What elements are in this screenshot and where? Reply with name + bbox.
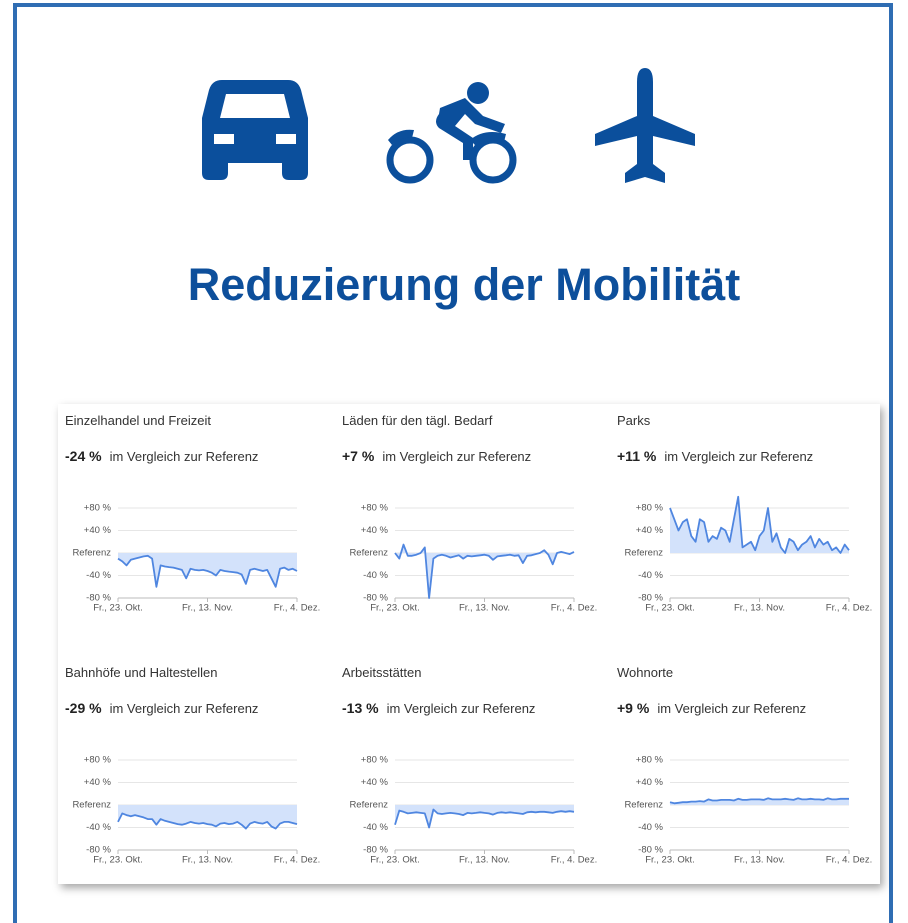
area	[395, 544, 574, 598]
line	[394, 808, 575, 829]
x-tick-label: Fr., 4. Dez.	[826, 855, 872, 866]
y-tick-label: +80 %	[361, 755, 389, 766]
y-tick-label: -40 %	[86, 822, 111, 833]
y-tick-label: -80 %	[363, 845, 388, 856]
frame	[13, 3, 893, 923]
bike-icon	[386, 82, 517, 184]
mini-chart: Parks +11 % im Vergleich zur Referenz +80 %…	[617, 413, 872, 614]
chart-title: Wohnorte	[617, 665, 673, 680]
x-tick-label: Fr., 4. Dez.	[274, 603, 320, 614]
y-tick-label: +40 %	[84, 525, 112, 536]
y-tick-label: Referenz	[624, 548, 663, 559]
y-tick-label: -40 %	[363, 822, 388, 833]
x-tick-label: Fr., 4. Dez.	[274, 855, 320, 866]
main-title: Reduzierung der Mobilität	[188, 259, 741, 310]
x-tick-label: Fr., 4. Dez.	[826, 603, 872, 614]
headline: -24 %	[65, 448, 102, 464]
y-tick-label: -40 %	[638, 570, 663, 581]
y-tick-label: Referenz	[72, 800, 111, 811]
mini-chart: Wohnorte +9 % im Vergleich zur Referenz +80…	[617, 665, 872, 866]
icons	[202, 68, 695, 184]
y-tick-label: Referenz	[349, 800, 388, 811]
headline: +9 %	[617, 700, 650, 716]
headline: +7 %	[342, 448, 375, 464]
x-tick-label: Fr., 23. Okt.	[370, 855, 420, 866]
subtitle: im Vergleich zur Referenz	[382, 449, 531, 464]
subtitle: im Vergleich zur Referenz	[387, 701, 536, 716]
y-tick-label: -80 %	[363, 593, 388, 604]
y-tick-label: +80 %	[636, 755, 664, 766]
chart-title: Läden für den tägl. Bedarf	[342, 413, 493, 428]
y-tick-label: -40 %	[363, 570, 388, 581]
x-tick-label: Fr., 4. Dez.	[551, 603, 597, 614]
x-tick-label: Fr., 13. Nov.	[182, 603, 233, 614]
area	[118, 553, 297, 587]
y-tick-label: Referenz	[624, 800, 663, 811]
x-tick-label: Fr., 13. Nov.	[734, 603, 785, 614]
chart-title: Bahnhöfe und Haltestellen	[65, 665, 218, 680]
x-tick-label: Fr., 4. Dez.	[551, 855, 597, 866]
car-icon	[202, 80, 308, 180]
line	[669, 495, 850, 554]
headline: -29 %	[65, 700, 102, 716]
x-tick-label: Fr., 23. Okt.	[645, 603, 695, 614]
y-tick-label: +40 %	[636, 777, 664, 788]
y-tick-label: -40 %	[638, 822, 663, 833]
y-tick-label: +80 %	[361, 503, 389, 514]
chart-title: Parks	[617, 413, 651, 428]
headline: +11 %	[617, 448, 657, 464]
y-tick-label: -80 %	[86, 593, 111, 604]
headline: -13 %	[342, 700, 379, 716]
x-tick-label: Fr., 23. Okt.	[370, 603, 420, 614]
area	[395, 805, 574, 828]
x-tick-label: Fr., 23. Okt.	[93, 603, 143, 614]
x-tick-label: Fr., 23. Okt.	[645, 855, 695, 866]
x-tick-label: Fr., 13. Nov.	[459, 855, 510, 866]
line	[117, 812, 298, 830]
line	[669, 797, 849, 805]
y-tick-label: -80 %	[638, 845, 663, 856]
line	[394, 543, 575, 599]
y-tick-label: +40 %	[84, 777, 112, 788]
x-tick-label: Fr., 13. Nov.	[182, 855, 233, 866]
mini-chart: Arbeitsstätten -13 % im Vergleich zur Refe…	[342, 665, 597, 866]
subtitle: im Vergleich zur Referenz	[664, 449, 813, 464]
x-tick-label: Fr., 13. Nov.	[459, 603, 510, 614]
plane-icon	[595, 68, 695, 183]
subtitle: im Vergleich zur Referenz	[110, 449, 259, 464]
y-tick-label: +40 %	[636, 525, 664, 536]
x-tick-label: Fr., 23. Okt.	[93, 855, 143, 866]
subtitle: im Vergleich zur Referenz	[110, 701, 259, 716]
area	[670, 496, 849, 553]
y-tick-label: +80 %	[636, 503, 664, 514]
mini-chart: Einzelhandel und Freizeit -24 % im Verglei…	[65, 413, 320, 614]
mini-chart: Läden für den tägl. Bedarf +7 % im Verglei…	[342, 413, 597, 614]
y-tick-label: +40 %	[361, 777, 389, 788]
subtitle: im Vergleich zur Referenz	[657, 701, 806, 716]
chart-title: Arbeitsstätten	[342, 665, 422, 680]
y-tick-label: +80 %	[84, 755, 112, 766]
y-tick-label: +40 %	[361, 525, 389, 536]
y-tick-label: Referenz	[72, 548, 111, 559]
y-tick-label: -80 %	[638, 593, 663, 604]
y-tick-label: +80 %	[84, 503, 112, 514]
line	[117, 554, 298, 588]
y-tick-label: -80 %	[86, 845, 111, 856]
mini-chart: Bahnhöfe und Haltestellen -29 % im Verglei…	[65, 665, 320, 866]
y-tick-label: -40 %	[86, 570, 111, 581]
x-tick-label: Fr., 13. Nov.	[734, 855, 785, 866]
y-tick-label: Referenz	[349, 548, 388, 559]
chart-title: Einzelhandel und Freizeit	[65, 413, 211, 428]
